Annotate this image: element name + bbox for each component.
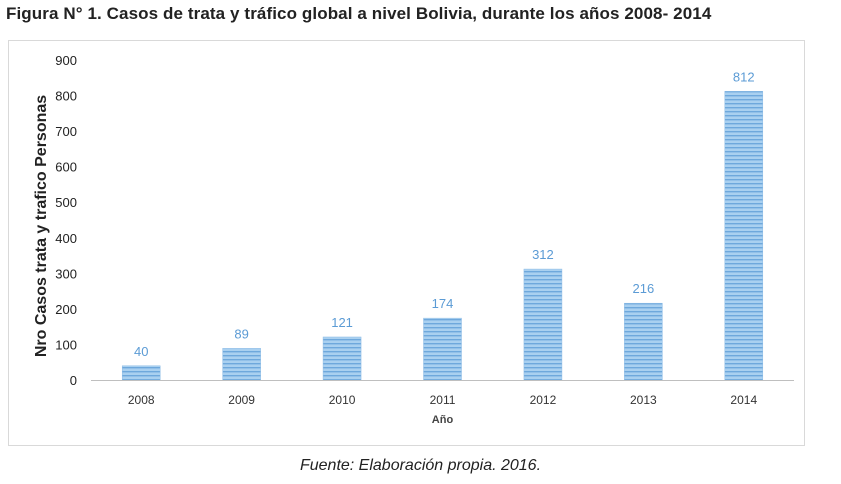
x-tick-label: 2008	[128, 393, 155, 407]
x-axis: 2008 2009 2010 2011 2012 2013 2014	[128, 393, 758, 407]
bar-value-label: 312	[532, 247, 554, 262]
y-tick-label: 200	[55, 302, 77, 317]
bar	[523, 268, 563, 381]
y-tick-label: 300	[55, 266, 77, 281]
x-tick-label: 2010	[329, 393, 356, 407]
y-tick-label: 900	[55, 53, 77, 68]
y-axis: 0 100 200 300 400 500 600 700 800 900	[55, 53, 77, 388]
x-tick-label: 2011	[430, 393, 456, 407]
x-axis-title: Año	[432, 414, 454, 426]
bar-value-label: 40	[134, 344, 148, 359]
y-axis-title: Nro Casos trata y trafico Personas	[33, 95, 50, 357]
x-tick-label: 2009	[228, 393, 255, 407]
y-tick-label: 800	[55, 89, 77, 104]
bar	[724, 91, 764, 381]
figure-title: Figura N° 1. Casos de trata y tráfico gl…	[6, 4, 712, 23]
bar-group: 89	[222, 326, 261, 381]
y-tick-label: 500	[55, 195, 77, 210]
bar	[624, 302, 663, 381]
bar-value-label: 812	[733, 69, 755, 84]
bar	[121, 365, 161, 381]
figure-caption: Fuente: Elaboración propia. 2016.	[299, 457, 542, 474]
chart-frame: 0 100 200 300 400 500 600 700 800 900 40 89 121 174 3…	[8, 40, 805, 446]
y-tick-label: 400	[55, 231, 77, 246]
bar-series: 40 89 121 174 312 216 812	[121, 69, 764, 381]
bar-group: 174	[423, 296, 462, 381]
bar-group: 812	[724, 69, 764, 381]
bar-group: 40	[121, 344, 161, 381]
bar-value-label: 89	[234, 326, 248, 341]
bar-group: 312	[523, 247, 563, 381]
bar-value-label: 174	[432, 296, 454, 311]
bar-group: 121	[322, 315, 362, 381]
bar	[322, 336, 362, 381]
x-tick-label: 2012	[530, 393, 557, 407]
y-tick-label: 100	[55, 337, 77, 352]
y-tick-label: 0	[70, 373, 77, 388]
x-tick-label: 2013	[630, 393, 657, 407]
bar	[423, 317, 462, 381]
bar-value-label: 216	[633, 281, 655, 296]
bar	[222, 348, 261, 381]
y-tick-label: 700	[55, 124, 77, 139]
bar-group: 216	[624, 281, 663, 381]
x-tick-label: 2014	[730, 393, 757, 407]
y-tick-label: 600	[55, 160, 77, 175]
bar-chart: 0 100 200 300 400 500 600 700 800 900 40 89 121 174 3…	[33, 53, 794, 426]
bar-value-label: 121	[331, 315, 353, 330]
